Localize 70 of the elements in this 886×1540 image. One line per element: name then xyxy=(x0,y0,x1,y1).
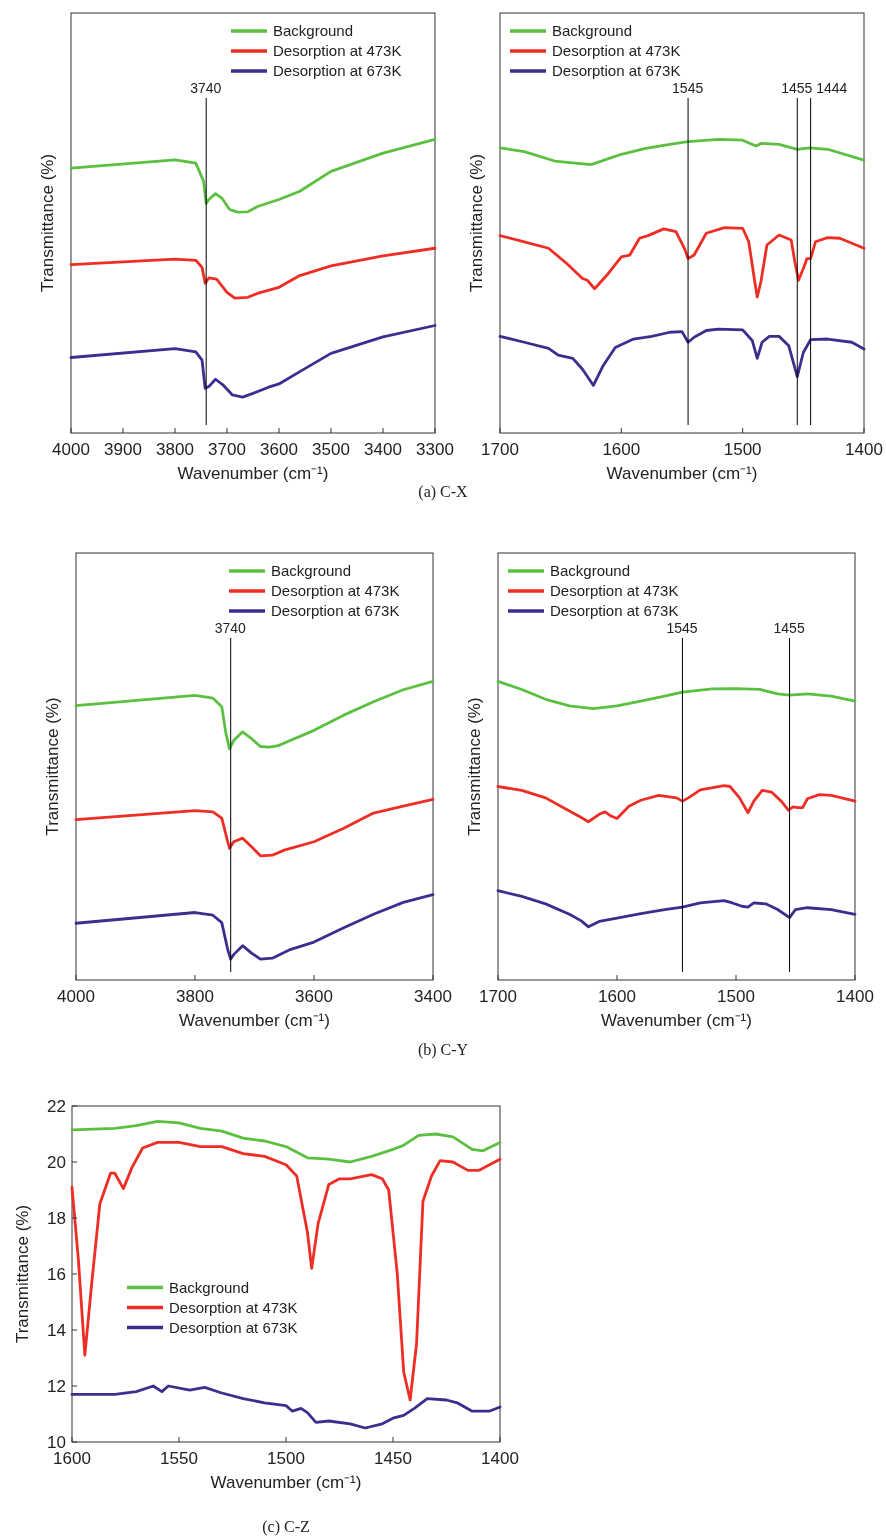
y-tick-label: 12 xyxy=(47,1377,66,1396)
y-axis-title: Transmittance (%) xyxy=(465,697,484,836)
legend-label: Background xyxy=(550,562,631,579)
x-tick-label: 1600 xyxy=(602,440,641,459)
legend-label: Desorption at 473K xyxy=(271,582,400,599)
y-axis-title: Transmittance (%) xyxy=(38,153,57,293)
y-axis-title: Transmittance (%) xyxy=(13,1204,32,1344)
x-tick-label: 1400 xyxy=(481,1449,519,1468)
x-tick-label: 1500 xyxy=(267,1449,305,1468)
legend-label: Desorption at 673K xyxy=(169,1318,298,1336)
legend-label: Desorption at 473K xyxy=(552,42,681,59)
x-tick-label: 3300 xyxy=(416,440,454,459)
text: (c) C-Z xyxy=(262,1518,310,1536)
legend-label: Background xyxy=(169,1278,250,1296)
x-tick-label: 3800 xyxy=(156,440,194,459)
x-axis-title: Wavenumber (cm⁻¹) xyxy=(606,464,758,483)
ref-line-label: 1444 xyxy=(816,80,848,96)
x-axis-title: Wavenumber (cm⁻¹) xyxy=(601,1011,752,1030)
text: (a) C-X xyxy=(418,483,469,501)
legend-label: Desorption at 473K xyxy=(273,42,402,59)
x-tick-label: 4000 xyxy=(52,440,90,459)
x-tick-label: 1400 xyxy=(845,440,883,459)
x-tick-label: 3500 xyxy=(312,440,350,459)
x-tick-label: 1500 xyxy=(723,440,762,459)
x-axis-title: Wavenumber (cm⁻¹) xyxy=(177,464,329,483)
y-tick-label: 16 xyxy=(47,1265,66,1284)
x-tick-label: 3900 xyxy=(104,440,142,459)
legend-label: Desorption at 673K xyxy=(550,602,679,619)
x-tick-label: 1500 xyxy=(717,987,755,1006)
x-tick-label: 4000 xyxy=(57,987,95,1006)
x-tick-label: 1550 xyxy=(160,1449,198,1468)
legend-label: Desorption at 473K xyxy=(169,1298,298,1316)
legend-label: Desorption at 473K xyxy=(550,582,679,599)
x-tick-label: 1700 xyxy=(481,440,519,459)
legend-label: Desorption at 673K xyxy=(271,602,400,619)
x-tick-label: 3600 xyxy=(260,440,298,459)
x-tick-label: 3800 xyxy=(176,987,214,1006)
x-tick-label: 1600 xyxy=(53,1449,91,1468)
legend-label: Background xyxy=(271,562,352,579)
line-series xyxy=(70,1384,502,1430)
x-tick-label: 1700 xyxy=(479,987,517,1006)
x-tick-label: 3400 xyxy=(364,440,402,459)
y-tick-label: 18 xyxy=(47,1209,66,1228)
x-tick-label: 3600 xyxy=(295,987,333,1006)
ref-line-label: 1545 xyxy=(672,80,704,96)
ref-line-label: 3740 xyxy=(190,80,222,96)
x-tick-label: 3700 xyxy=(208,440,246,459)
ref-line-label: 3740 xyxy=(214,620,247,636)
x-tick-label: 1400 xyxy=(836,987,874,1006)
x-axis-title: Wavenumber (cm⁻¹) xyxy=(210,1473,362,1492)
line-series xyxy=(70,1120,502,1164)
y-tick-label: 14 xyxy=(47,1321,66,1340)
y-tick-label: 22 xyxy=(47,1097,66,1116)
legend-label: Background xyxy=(273,22,354,39)
y-axis-title: Transmittance (%) xyxy=(467,153,486,293)
ref-line-label: 1455 xyxy=(773,620,805,636)
ref-line-label: 1545 xyxy=(666,620,698,636)
y-tick-label: 20 xyxy=(47,1153,66,1172)
x-tick-label: 1450 xyxy=(374,1449,412,1468)
x-axis-title: Wavenumber (cm⁻¹) xyxy=(179,1011,330,1030)
legend-label: Desorption at 673K xyxy=(273,62,402,79)
ref-line-label: 1455 xyxy=(781,80,813,96)
x-tick-label: 1600 xyxy=(598,987,636,1006)
y-axis-title: Transmittance (%) xyxy=(43,697,62,836)
legend-label: Desorption at 673K xyxy=(552,62,681,79)
x-tick-label: 3400 xyxy=(414,987,452,1006)
y-tick-label: 10 xyxy=(47,1433,66,1452)
legend-label: Background xyxy=(552,22,633,39)
line-series xyxy=(70,1141,502,1402)
text: (b) C-Y xyxy=(417,1041,469,1059)
